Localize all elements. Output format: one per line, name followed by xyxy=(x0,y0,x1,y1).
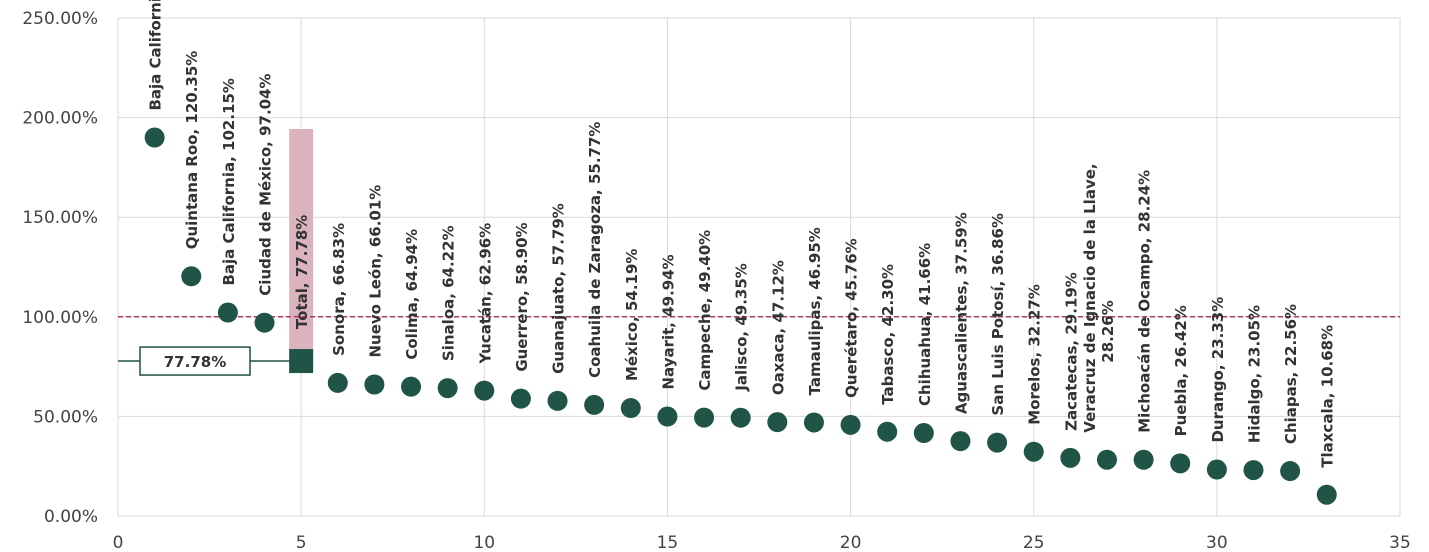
state-point xyxy=(1316,484,1337,505)
state-point xyxy=(364,374,385,395)
state-point xyxy=(730,407,751,428)
state-point xyxy=(474,380,495,401)
state-point xyxy=(1280,461,1301,482)
state-point xyxy=(987,432,1008,453)
state-point xyxy=(510,388,531,409)
state-label: San Luis Potosí, 36.86% xyxy=(989,213,1007,416)
state-label: Durango, 23.33% xyxy=(1209,297,1227,443)
state-label: Aguascalientes, 37.59% xyxy=(952,212,970,414)
data-labels: Total, 77.78% Baja California Sur Quintana… xyxy=(147,0,1337,468)
state-label: Oaxaca, 47.12% xyxy=(769,260,787,395)
state-label: Guanajuato, 57.79% xyxy=(550,203,568,374)
x-tick-label: 5 xyxy=(296,533,307,552)
state-point xyxy=(437,378,458,399)
state-label: Quintana Roo, 120.35% xyxy=(183,51,201,250)
state-point xyxy=(913,423,934,444)
state-label: Puebla, 26.42% xyxy=(1172,305,1190,436)
state-label: Nayarit, 49.94% xyxy=(659,254,677,389)
state-point xyxy=(144,127,165,148)
total-label: Total, 77.78% xyxy=(293,215,311,329)
state-label: Tamaulipas, 46.95% xyxy=(806,227,824,395)
state-label: Nuevo León, 66.01% xyxy=(366,185,384,358)
state-point xyxy=(1060,447,1081,468)
callout-box xyxy=(139,346,251,376)
state-point xyxy=(547,390,568,411)
state-label: Jalisco, 49.35% xyxy=(733,263,751,392)
state-point xyxy=(1206,459,1227,480)
state-label: Coahuila de Zaragoza, 55.77% xyxy=(586,122,604,378)
state-label: Chiapas, 22.56% xyxy=(1282,304,1300,444)
state-point xyxy=(620,398,641,419)
state-point xyxy=(657,406,678,427)
state-label: Yucatán, 62.96% xyxy=(476,223,494,365)
x-tick-label: 25 xyxy=(1023,533,1045,552)
state-label: Morelos, 32.27% xyxy=(1026,284,1044,425)
y-tick-label: 50.00% xyxy=(33,407,98,427)
x-tick-label: 10 xyxy=(473,533,495,552)
axis-ticks: 0.00% 50.00% 100.00% 150.00% 200.00% 250.00% 0… xyxy=(22,9,1410,552)
y-tick-label: 0.00% xyxy=(44,507,98,527)
state-label: Michoacán de Ocampo, 28.24% xyxy=(1136,170,1154,433)
state-point xyxy=(840,414,861,435)
state-label: Ciudad de México, 97.04% xyxy=(257,73,275,295)
x-tick-label: 15 xyxy=(657,533,679,552)
state-label: Hidalgo, 23.05% xyxy=(1245,305,1263,443)
data-points xyxy=(144,127,1337,505)
state-point xyxy=(401,376,422,397)
state-point xyxy=(803,412,824,433)
state-point xyxy=(584,394,605,415)
state-point xyxy=(1023,441,1044,462)
state-label: Tabasco, 42.30% xyxy=(879,264,897,405)
state-label: Veracruz de Ignacio de la Llave, xyxy=(1081,163,1099,432)
state-point xyxy=(327,372,348,393)
state-point xyxy=(1170,453,1191,474)
state-point xyxy=(767,412,788,433)
state-label: Guerrero, 58.90% xyxy=(513,222,531,371)
state-label: Querétaro, 45.76% xyxy=(843,238,861,398)
state-point xyxy=(254,312,275,333)
state-label: Tlaxcala, 10.68% xyxy=(1319,325,1337,468)
y-tick-label: 150.00% xyxy=(22,208,98,228)
y-tick-label: 200.00% xyxy=(22,109,98,129)
state-point xyxy=(950,431,971,452)
x-tick-label: 30 xyxy=(1206,533,1228,552)
state-point xyxy=(694,407,715,428)
state-point xyxy=(877,421,898,442)
state-label: Baja California, 102.15% xyxy=(220,78,238,285)
x-tick-label: 35 xyxy=(1389,533,1411,552)
state-label: Zacatecas, 29.19% xyxy=(1062,272,1080,431)
state-label: 28.26% xyxy=(1099,300,1117,362)
y-tick-label: 250.00% xyxy=(22,9,98,29)
state-point xyxy=(217,302,238,323)
state-point xyxy=(1133,449,1154,470)
total-marker xyxy=(289,349,314,374)
callout-value: 77.78% xyxy=(164,353,226,371)
state-point xyxy=(181,266,202,287)
grid-lines xyxy=(117,17,1401,517)
state-label: Campeche, 49.40% xyxy=(696,230,714,391)
state-point xyxy=(1243,460,1264,481)
highlight-group: 77.78% xyxy=(118,129,314,376)
state-label: Colima, 64.94% xyxy=(403,229,421,360)
x-tick-label: 20 xyxy=(840,533,862,552)
y-tick-label: 100.00% xyxy=(22,308,98,328)
state-label: Chihuahua, 41.66% xyxy=(916,243,934,406)
highlight-bar xyxy=(289,129,314,352)
state-label: Sonora, 66.83% xyxy=(330,223,348,356)
state-label: Baja California Sur xyxy=(147,0,165,111)
state-point xyxy=(1096,449,1117,470)
state-label: Sinaloa, 64.22% xyxy=(440,225,458,361)
state-label: México, 54.19% xyxy=(623,249,641,382)
x-tick-label: 0 xyxy=(113,533,124,552)
